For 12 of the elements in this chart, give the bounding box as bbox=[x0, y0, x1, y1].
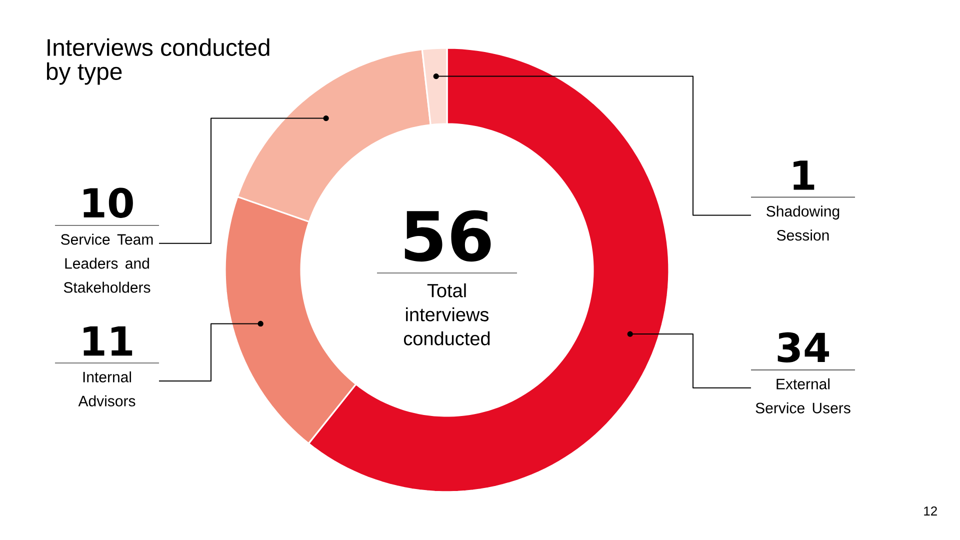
chart-title: Interviews conducted by type bbox=[46, 38, 270, 85]
data-label: 11 bbox=[84, 326, 132, 356]
slice-label: Shadowing Session bbox=[766, 206, 840, 241]
data-label: 10 bbox=[84, 188, 133, 218]
slice-label: Service Team Leaders and Stakeholders bbox=[61, 234, 153, 293]
text: 12 bbox=[924, 506, 937, 516]
data-label: 34 bbox=[778, 332, 830, 363]
data-label: 1 bbox=[794, 160, 814, 190]
text: Total interviews conducted bbox=[404, 283, 490, 346]
slice-label: External Service Users bbox=[756, 378, 850, 414]
text: 56 bbox=[404, 210, 491, 262]
slice-label: Internal Advisors bbox=[78, 371, 136, 406]
